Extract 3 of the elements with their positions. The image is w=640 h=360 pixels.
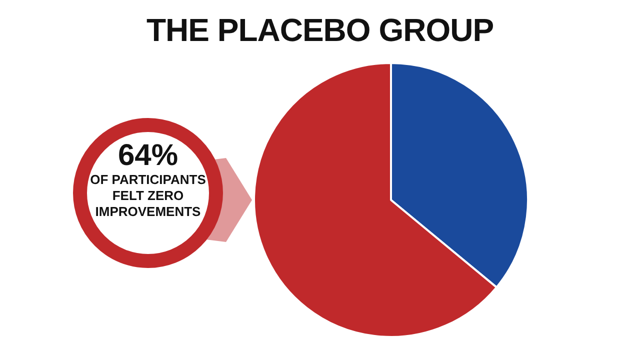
- text: OF PARTICIPANTS FELT ZERO IMPROVEMENTS: [90, 172, 206, 220]
- chart-title: THE PLACEBO GROUP: [145, 12, 495, 49]
- text: 64%: [116, 139, 180, 172]
